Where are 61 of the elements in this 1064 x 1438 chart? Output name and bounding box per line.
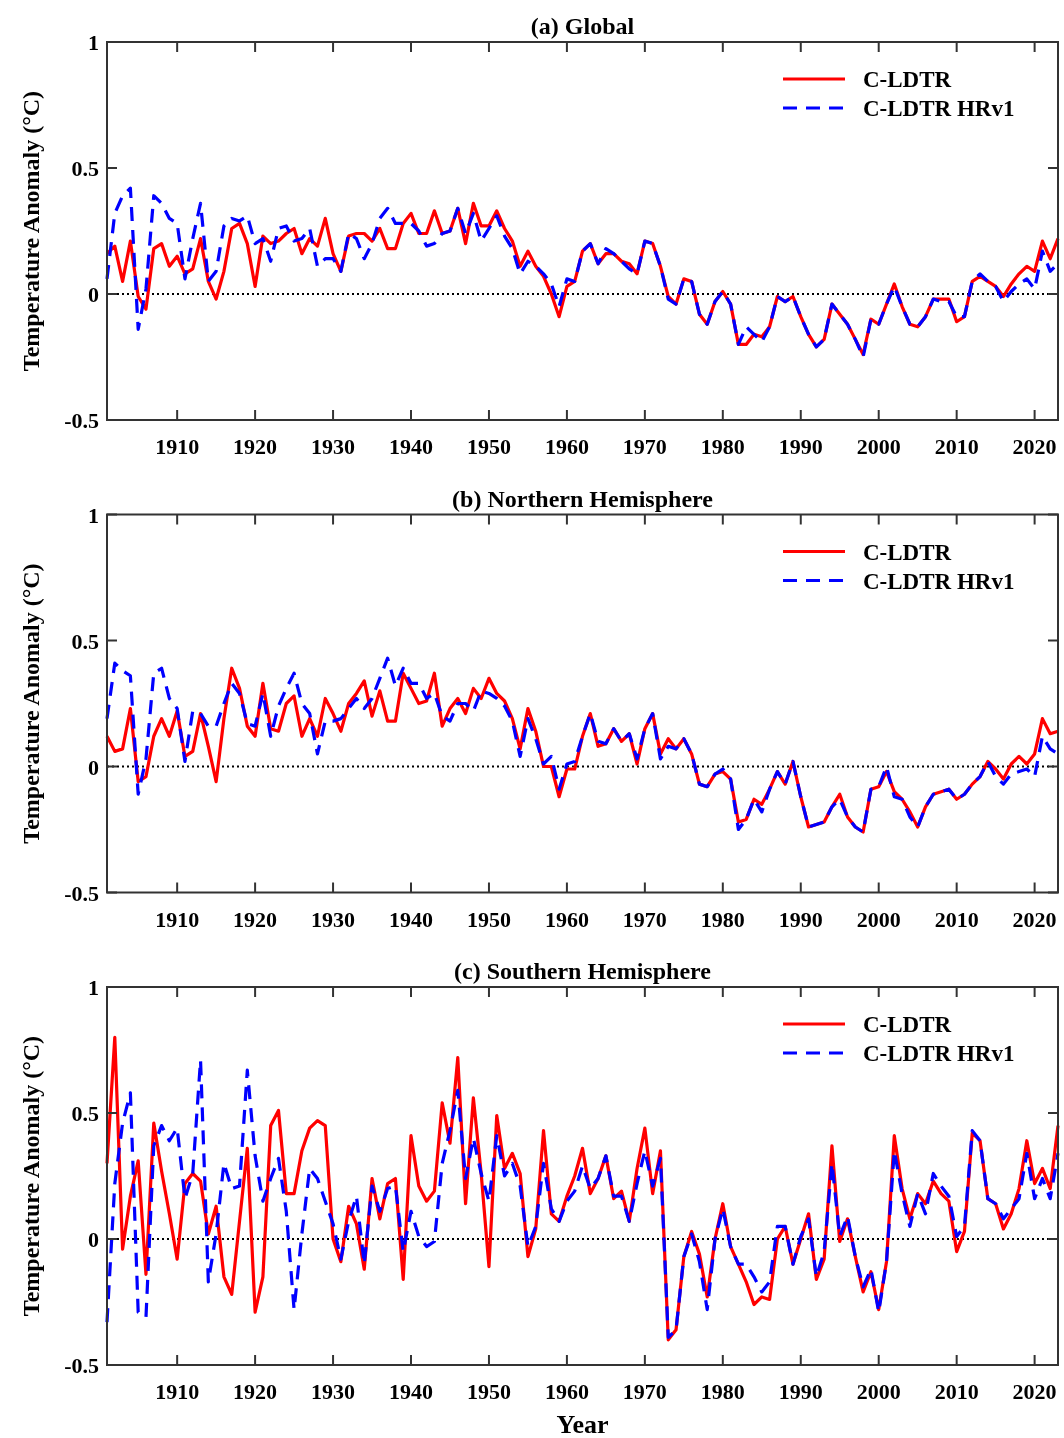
y-axis-title: Temperature Anomaly (°C) xyxy=(18,1035,44,1317)
legend-label: C-LDTR xyxy=(863,539,952,565)
y-tick-label: -0.5 xyxy=(64,880,99,906)
x-tick-label: 2010 xyxy=(934,906,979,932)
x-tick-label: 1940 xyxy=(389,906,434,932)
x-tick-label: 1930 xyxy=(311,1379,356,1404)
y-tick-label: 0 xyxy=(88,1227,99,1252)
y-tick-label: 1 xyxy=(88,502,99,528)
x-tick-label: 1930 xyxy=(311,434,356,459)
y-tick-label: 1 xyxy=(88,30,99,55)
legend-label: C-LDTR HRv1 xyxy=(863,96,1015,121)
y-tick-label: 0 xyxy=(88,282,99,307)
x-tick-label: 2020 xyxy=(1012,434,1057,459)
x-tick-label: 2020 xyxy=(1012,906,1057,932)
x-tick-label: 1910 xyxy=(155,906,200,932)
x-axis-title: Year xyxy=(556,1410,609,1438)
x-tick-label: 1980 xyxy=(700,1379,745,1404)
x-tick-label: 1960 xyxy=(544,1379,589,1404)
x-tick-label: 1940 xyxy=(389,1379,434,1404)
legend-label: C-LDTR xyxy=(863,1012,952,1037)
chart-title: (a) Global xyxy=(530,13,635,39)
x-tick-label: 1970 xyxy=(622,906,667,932)
x-tick-label: 1960 xyxy=(544,434,589,459)
x-tick-label: 2000 xyxy=(856,1379,901,1404)
x-tick-label: 1940 xyxy=(389,434,434,459)
y-tick-label: -0.5 xyxy=(64,1353,99,1378)
x-tick-label: 2010 xyxy=(934,434,979,459)
y-tick-label: 0 xyxy=(88,754,99,780)
x-tick-label: 1990 xyxy=(778,906,823,932)
x-tick-label: 1930 xyxy=(311,906,356,932)
x-tick-label: 1990 xyxy=(778,1379,823,1404)
legend-label: C-LDTR HRv1 xyxy=(863,1041,1015,1066)
x-tick-label: 1980 xyxy=(700,434,745,459)
x-tick-label: 2000 xyxy=(856,434,901,459)
x-tick-label: 2010 xyxy=(934,1379,979,1404)
y-tick-label: 0.5 xyxy=(71,1101,99,1126)
chart-title: (b) Northern Hemisphere xyxy=(452,485,714,512)
x-tick-label: 1920 xyxy=(233,906,278,932)
y-tick-label: -0.5 xyxy=(64,408,99,433)
x-tick-label: 1960 xyxy=(544,906,589,932)
x-tick-label: 2020 xyxy=(1012,1379,1057,1404)
x-tick-label: 2000 xyxy=(856,906,901,932)
x-tick-label: 1970 xyxy=(622,434,667,459)
legend-label: C-LDTR HRv1 xyxy=(863,568,1015,594)
y-tick-label: 1 xyxy=(88,975,99,1000)
y-axis-title: Temperature Anomaly (°C) xyxy=(18,90,44,372)
x-tick-label: 1910 xyxy=(155,434,200,459)
x-tick-label: 1980 xyxy=(700,906,745,932)
legend-label: C-LDTR xyxy=(863,67,952,92)
chart-title: (c) Southern Hemisphere xyxy=(454,958,712,984)
x-tick-label: 1970 xyxy=(622,1379,667,1404)
x-tick-label: 1920 xyxy=(233,1379,278,1404)
y-tick-label: 0.5 xyxy=(71,628,99,654)
x-tick-label: 1950 xyxy=(466,1379,511,1404)
x-tick-label: 1910 xyxy=(155,1379,200,1404)
y-tick-label: 0.5 xyxy=(71,156,99,181)
x-tick-label: 1950 xyxy=(466,906,511,932)
x-tick-label: 1990 xyxy=(778,434,823,459)
x-tick-label: 1950 xyxy=(466,434,511,459)
x-tick-label: 1920 xyxy=(233,434,278,459)
y-axis-title: Temperature Anomaly (°C) xyxy=(18,563,44,844)
